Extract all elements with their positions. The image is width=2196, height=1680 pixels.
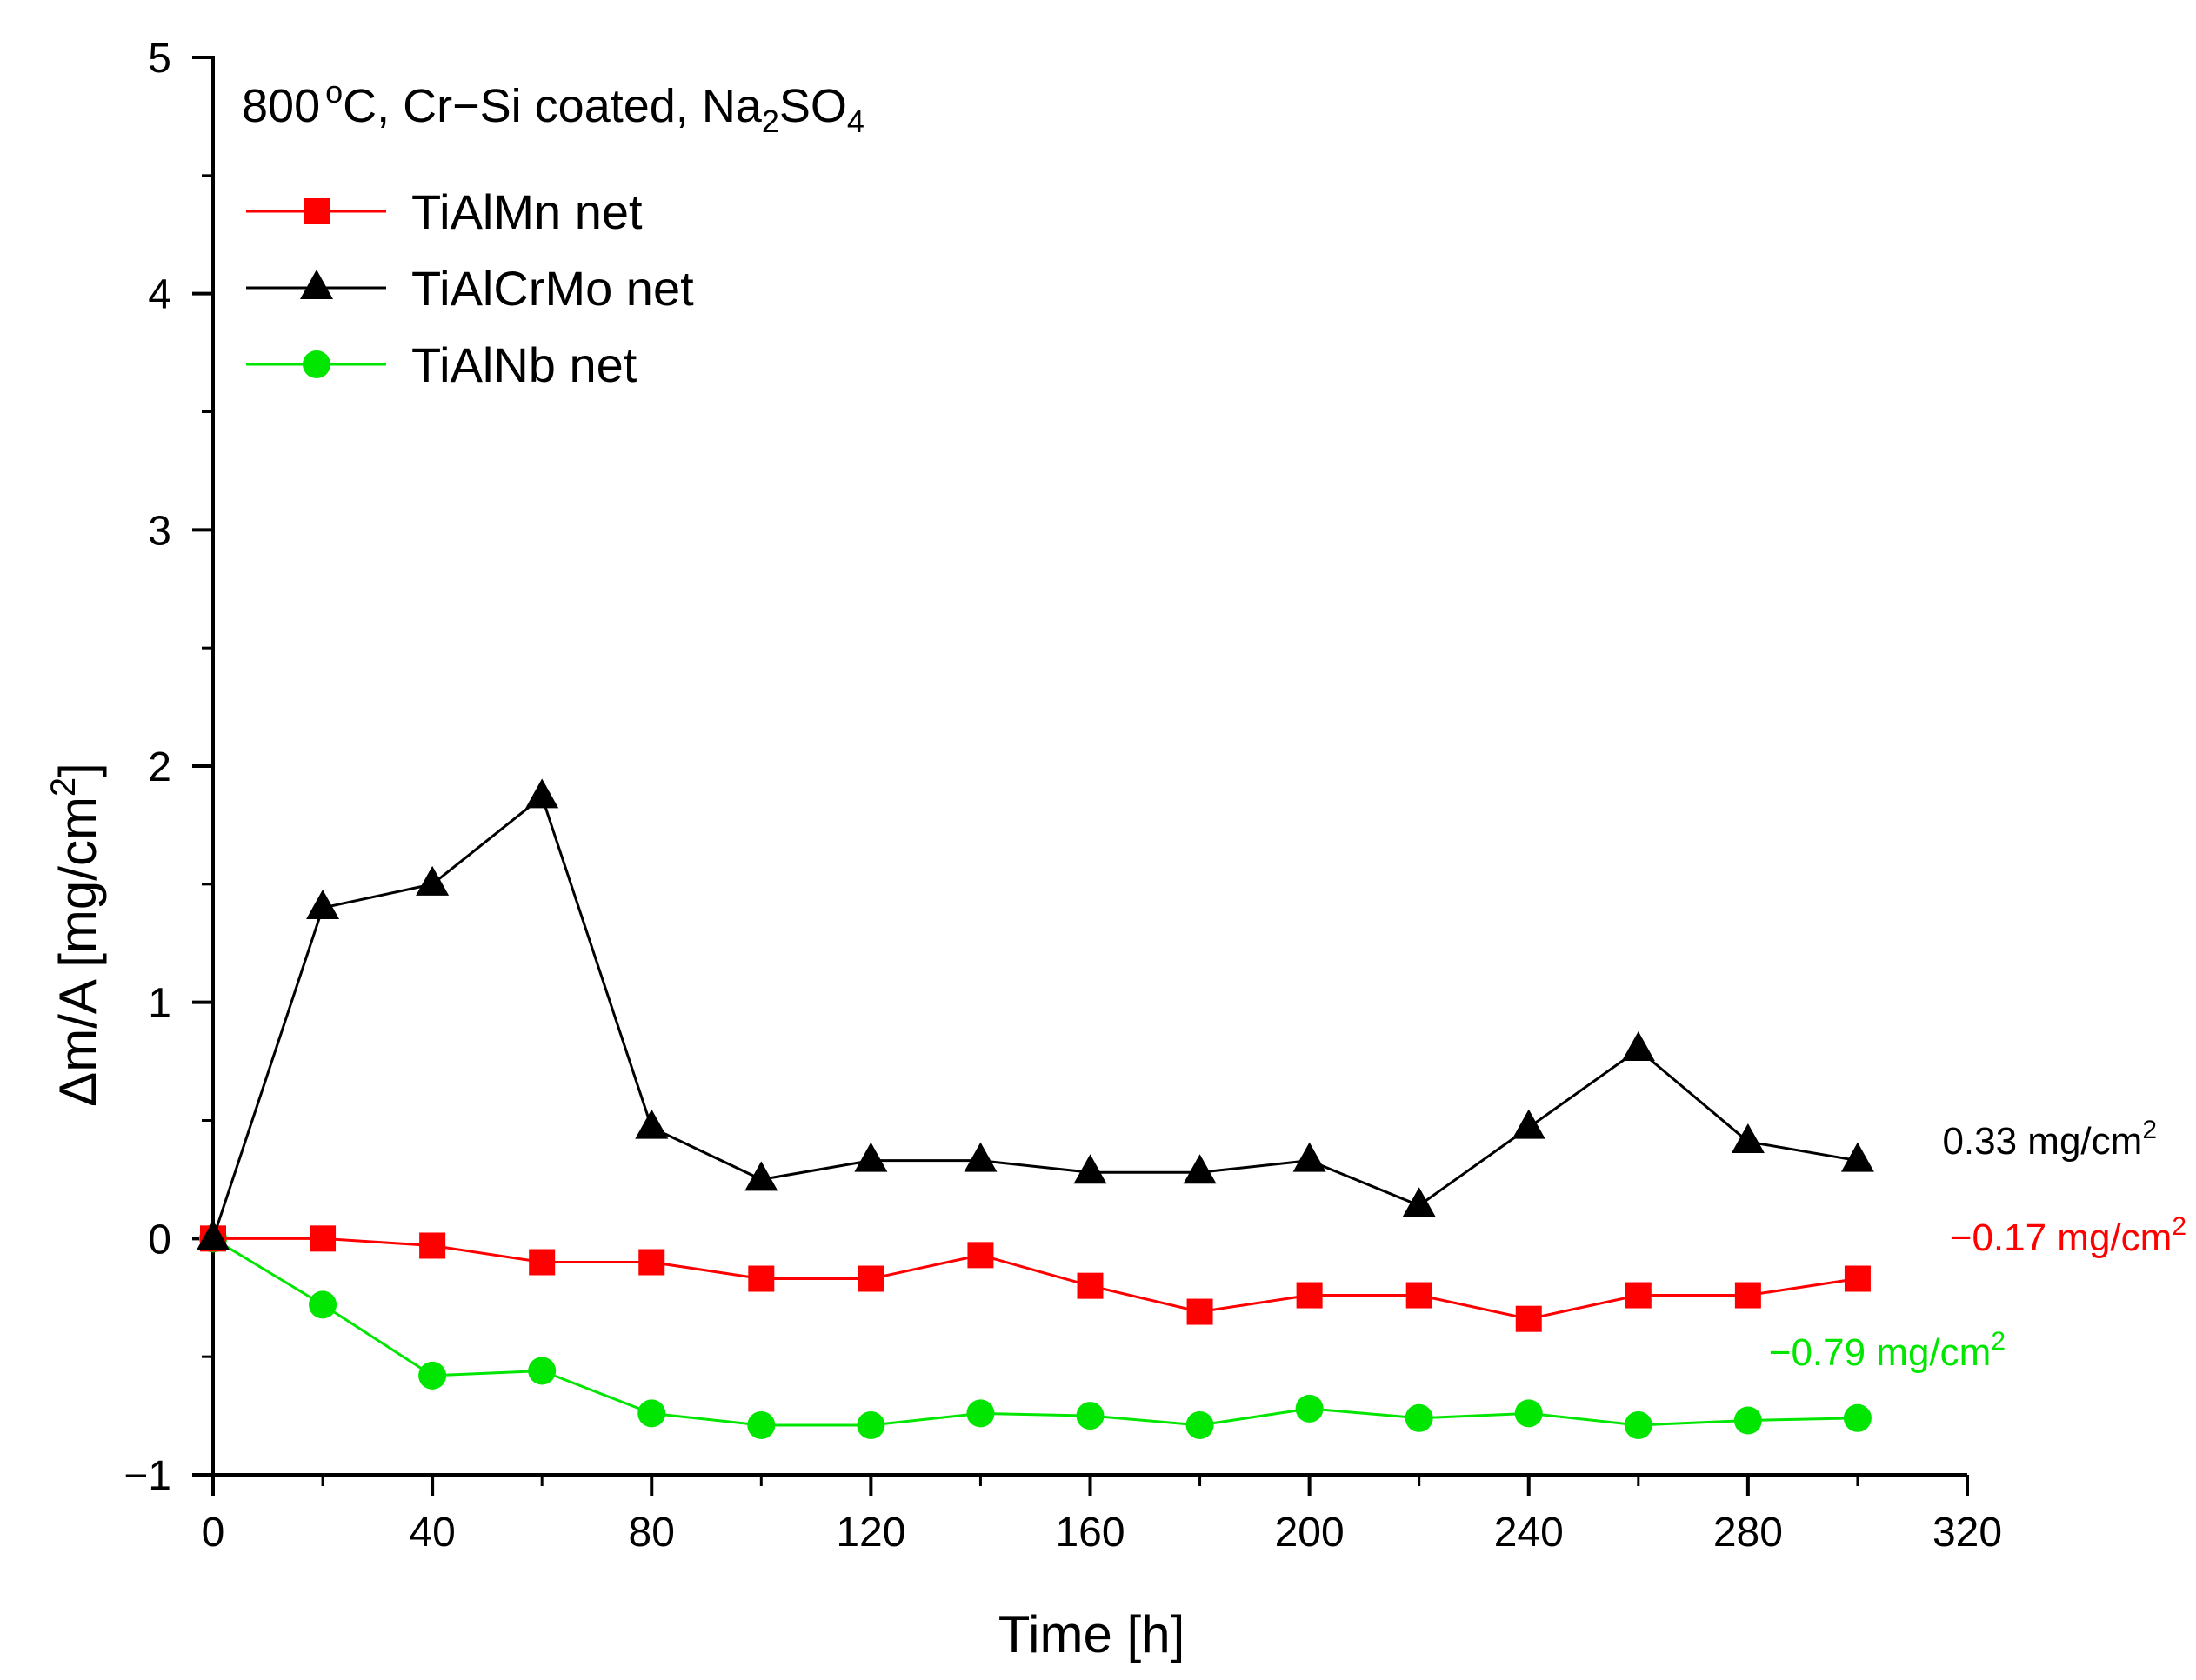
data-point xyxy=(1402,1187,1436,1217)
data-point xyxy=(1731,1123,1765,1153)
x-tick-label: 120 xyxy=(836,1510,905,1556)
data-point xyxy=(1296,1282,1323,1309)
data-point xyxy=(1625,1282,1652,1309)
end-labels: −0.17 mg/cm2 0.33 mg/cm2 −0.79 mg/cm2 xyxy=(1769,1116,2186,1374)
data-point xyxy=(306,890,340,919)
series-tialnb-net xyxy=(199,1224,1872,1439)
legend: TiAlMn net TiAlCrMo net TiAlNb net xyxy=(246,184,694,392)
data-point xyxy=(1512,1109,1545,1139)
series-line xyxy=(213,1237,1859,1321)
data-point xyxy=(967,1242,994,1269)
series-line xyxy=(211,794,1859,1239)
data-point xyxy=(747,1410,776,1439)
data-point xyxy=(1515,1305,1542,1332)
x-tick-label: 320 xyxy=(1932,1510,2002,1556)
series-line xyxy=(212,1237,1858,1427)
data-point xyxy=(858,1265,884,1292)
y-tick-label: 5 xyxy=(148,36,171,82)
legend-item: TiAlNb net xyxy=(246,337,637,392)
data-point xyxy=(1076,1402,1105,1430)
data-point xyxy=(1405,1403,1433,1432)
data-point xyxy=(528,1357,557,1385)
data-point xyxy=(1514,1399,1543,1428)
data-point xyxy=(748,1265,775,1292)
data-point xyxy=(1844,1265,1871,1292)
data-point xyxy=(1292,1142,1326,1172)
x-tick-label: 200 xyxy=(1275,1510,1345,1556)
end-value-label: −0.79 mg/cm2 xyxy=(1769,1327,2006,1374)
data-point xyxy=(1077,1272,1104,1299)
y-tick-label: 2 xyxy=(148,744,171,790)
data-point xyxy=(529,1249,556,1276)
data-point xyxy=(966,1399,995,1428)
x-tick-label: 0 xyxy=(202,1510,225,1556)
y-tick-label: 0 xyxy=(148,1217,171,1263)
series-layer xyxy=(197,778,1874,1439)
data-point xyxy=(1185,1410,1214,1439)
data-point xyxy=(854,1142,888,1172)
data-point xyxy=(1621,1031,1655,1061)
y-tick-label: 4 xyxy=(148,272,171,318)
y-tick-label: 3 xyxy=(148,508,171,554)
y-tick-label: −1 xyxy=(123,1453,171,1499)
tick-group: 0 40 80 120 160 200 240 280 320 −1 0 1 2 3 4 5 xyxy=(123,36,2002,1556)
series-tialmn-net xyxy=(200,1225,1871,1332)
legend-label: TiAlMn net xyxy=(411,184,643,239)
y-axis-label: Δm/A [mg/cm2] xyxy=(44,763,107,1107)
data-point xyxy=(964,1142,998,1172)
series-tialcrmo-net xyxy=(197,778,1874,1250)
data-point xyxy=(197,1220,230,1250)
data-point xyxy=(1073,1154,1107,1184)
data-point xyxy=(1843,1403,1872,1432)
data-point xyxy=(1295,1394,1324,1423)
end-value-label: −0.17 mg/cm2 xyxy=(1950,1212,2186,1259)
data-point xyxy=(416,865,450,896)
data-point xyxy=(635,1109,669,1139)
x-tick-label: 280 xyxy=(1713,1510,1783,1556)
data-point xyxy=(1405,1282,1432,1309)
x-tick-label: 80 xyxy=(629,1510,675,1556)
data-point xyxy=(1624,1410,1652,1439)
data-point xyxy=(1734,1282,1761,1309)
legend-item: TiAlMn net xyxy=(246,184,643,239)
data-point xyxy=(857,1410,885,1439)
legend-item: TiAlCrMo net xyxy=(246,261,694,316)
data-point xyxy=(638,1249,665,1276)
legend-marker xyxy=(300,270,333,299)
x-tick-label: 40 xyxy=(409,1510,455,1556)
y-tick-label: 1 xyxy=(148,981,171,1027)
data-point xyxy=(1183,1154,1217,1184)
legend-marker xyxy=(303,350,330,378)
legend-marker xyxy=(304,198,330,224)
legend-label: TiAlNb net xyxy=(411,337,637,392)
data-point xyxy=(310,1225,337,1252)
data-point xyxy=(309,1290,337,1319)
data-point xyxy=(525,778,559,809)
data-point xyxy=(637,1399,666,1428)
x-axis-label: Time [h] xyxy=(998,1605,1185,1663)
data-point xyxy=(418,1361,447,1390)
data-point xyxy=(419,1232,446,1259)
data-point xyxy=(1186,1298,1213,1325)
legend-label: TiAlCrMo net xyxy=(411,261,694,316)
data-point xyxy=(1840,1142,1874,1172)
data-point xyxy=(1733,1406,1762,1435)
x-tick-label: 160 xyxy=(1055,1510,1125,1556)
data-point xyxy=(744,1161,778,1191)
end-value-label: 0.33 mg/cm2 xyxy=(1942,1116,2157,1163)
x-tick-label: 240 xyxy=(1494,1510,1564,1556)
chart-title: 800 oC, Cr−Si coated, Na2SO4 xyxy=(242,74,864,139)
